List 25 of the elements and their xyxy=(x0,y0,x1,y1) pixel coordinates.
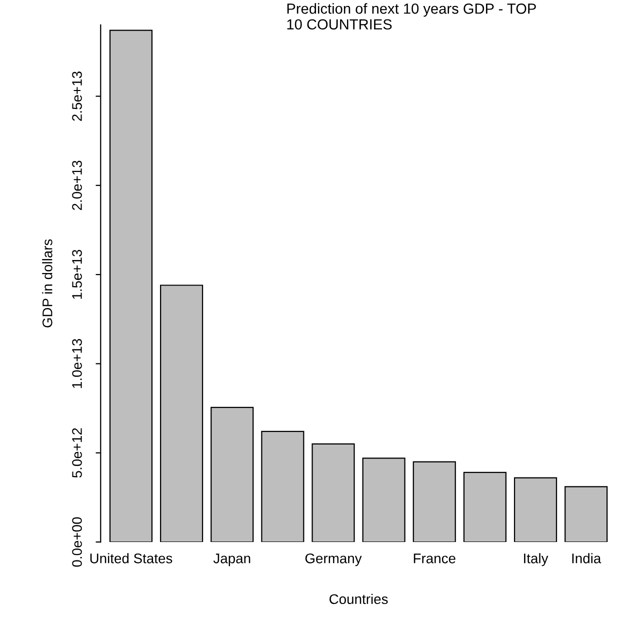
y-tick-label: 5.0e+12 xyxy=(72,428,82,478)
bar xyxy=(514,477,558,542)
bar xyxy=(210,406,254,542)
x-tick-label: India xyxy=(572,553,602,564)
bar xyxy=(412,461,456,542)
bar xyxy=(362,458,406,542)
bar xyxy=(160,284,204,542)
bar xyxy=(109,30,153,542)
chart-title: Prediction of next 10 years GDP - TOP 10 COUNTRIES xyxy=(287,3,536,30)
x-tick-label: France xyxy=(414,554,456,564)
y-tick-label: 0.0e+00 xyxy=(72,517,82,567)
x-tick-label: Germany xyxy=(305,553,362,566)
bar xyxy=(463,472,506,542)
x-tick-label: Italy xyxy=(524,553,548,566)
y-tick-label: 1.0e+13 xyxy=(72,339,82,388)
bar xyxy=(261,430,304,542)
y-tick-label: 2.5e+13 xyxy=(72,72,82,121)
y-tick-label: 1.5e+13 xyxy=(72,250,82,299)
y-tick-label: 2.0e+13 xyxy=(72,160,82,210)
bar xyxy=(312,443,355,542)
bar xyxy=(564,486,608,542)
x-tick-label: United States xyxy=(90,553,172,564)
x-axis-title: Countries xyxy=(330,594,388,604)
x-tick-label: Japan xyxy=(213,554,250,566)
y-axis-title: GDP in dollars xyxy=(42,239,52,328)
